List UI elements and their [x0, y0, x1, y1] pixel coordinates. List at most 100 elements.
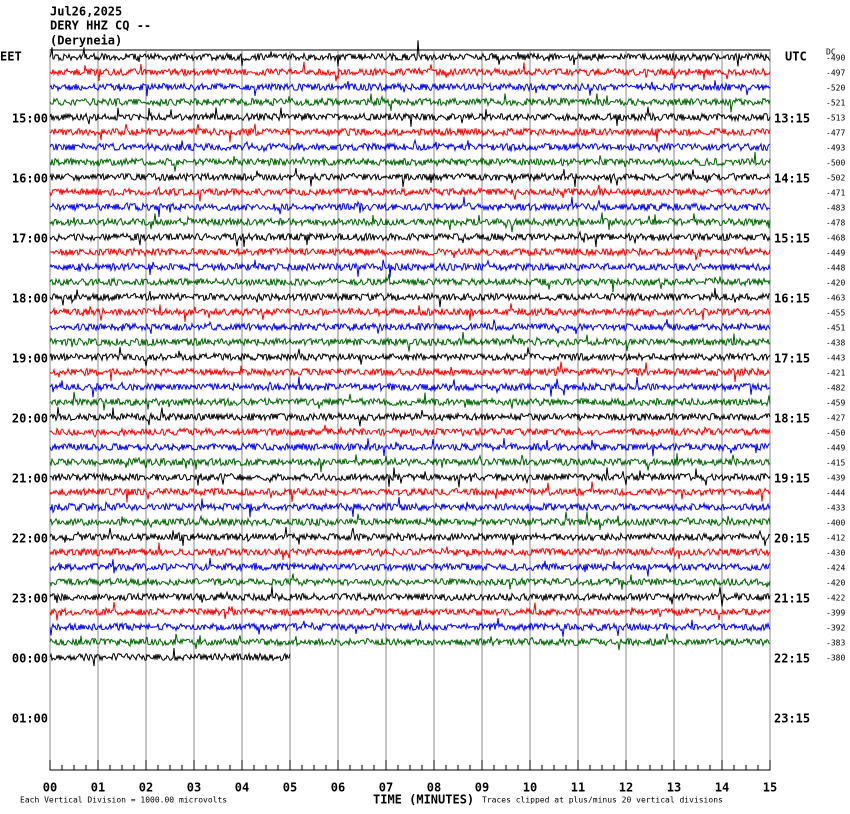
dc-offset: -449: [826, 249, 845, 258]
right-hour: 17:15: [774, 352, 810, 366]
dc-offset: -444: [826, 489, 845, 498]
dc-offset: -422: [826, 594, 845, 603]
dc-offset: -448: [826, 264, 845, 273]
trace: [49, 319, 771, 335]
place: (Deryneia): [50, 34, 122, 48]
trace: [49, 453, 771, 473]
left-hour: 23:00: [12, 592, 48, 606]
dc-offset: -443: [826, 354, 845, 363]
right-hour: 23:15: [774, 712, 810, 726]
left-hour: 00:00: [12, 652, 48, 666]
dc-offset: -433: [826, 504, 845, 513]
trace: [49, 376, 771, 398]
trace: [49, 61, 771, 82]
right-hour: 16:15: [774, 292, 810, 306]
trace: [49, 196, 771, 217]
trace: [49, 184, 771, 202]
dc-offset: -513: [826, 114, 845, 123]
dc-offset: -427: [826, 414, 845, 423]
dc-offset: -451: [826, 324, 845, 333]
dc-offset: -483: [826, 204, 845, 213]
x-tick-label: 13: [667, 781, 681, 795]
dc-offset: -459: [826, 399, 845, 408]
trace: [49, 212, 771, 233]
trace: [49, 601, 771, 621]
left-zone: EET: [0, 50, 22, 64]
x-tick-label: 04: [235, 781, 249, 795]
right-zone: UTC: [785, 50, 807, 64]
right-hour: 14:15: [774, 172, 810, 186]
dc-offset: -412: [826, 534, 845, 543]
trace: [49, 542, 771, 560]
dc-offset: -471: [826, 189, 845, 198]
station: DERY HHZ CQ --: [50, 19, 151, 33]
left-hour: 22:00: [12, 532, 48, 546]
dc-offset: -424: [826, 564, 845, 573]
x-tick-label: 11: [571, 781, 585, 795]
trace: [49, 407, 771, 427]
dc-offset: -478: [826, 219, 845, 228]
trace: [49, 526, 771, 546]
dc-offset: -380: [826, 654, 845, 663]
right-hour: 18:15: [774, 412, 810, 426]
trace: [49, 586, 771, 607]
dc-offset: -420: [826, 279, 845, 288]
dc-offset: -415: [826, 459, 845, 468]
dc-offset: -399: [826, 609, 845, 618]
x-tick-label: 06: [331, 781, 345, 795]
trace: [49, 573, 771, 590]
dc-offset: -430: [826, 549, 845, 558]
right-hour: 19:15: [774, 472, 810, 486]
dc-offset: -521: [826, 99, 845, 108]
trace: [49, 511, 771, 530]
dc-offset: -490: [826, 54, 845, 63]
date: Jul26,2025: [50, 5, 122, 19]
right-hour: 22:15: [774, 652, 810, 666]
plot-frame: [49, 49, 771, 771]
x-tick-label: 10: [523, 781, 537, 795]
x-tick-label: 02: [139, 781, 153, 795]
trace: [49, 123, 771, 143]
trace: [49, 151, 771, 172]
x-tick-label: 12: [619, 781, 633, 795]
dc-offset: -502: [826, 174, 845, 183]
trace: [49, 93, 771, 113]
trace: [49, 303, 771, 323]
left-hour: 20:00: [12, 412, 48, 426]
dc-offset: -463: [826, 294, 845, 303]
clip-note: Traces clipped at plus/minus 20 vertical…: [482, 796, 723, 805]
x-tick-label: 09: [475, 781, 489, 795]
trace: [49, 346, 771, 367]
dc-offset: -400: [826, 519, 845, 528]
left-hour: 16:00: [12, 172, 48, 186]
trace: [49, 40, 771, 67]
dc-offset: -420: [826, 579, 845, 588]
x-tick-label: 14: [715, 781, 729, 795]
right-hour: 13:15: [774, 112, 810, 126]
left-hour: 17:00: [12, 232, 48, 246]
left-hour: 15:00: [12, 112, 48, 126]
dc-offset: -450: [826, 429, 845, 438]
left-hour: 18:00: [12, 292, 48, 306]
trace: [49, 438, 771, 457]
x-tick-label: 00: [43, 781, 57, 795]
trace: [49, 424, 771, 438]
dc-offset: -482: [826, 384, 845, 393]
dc-offset: -449: [826, 444, 845, 453]
trace: [49, 106, 771, 127]
trace: [49, 557, 771, 577]
trace: [49, 230, 771, 248]
dc-offset: -438: [826, 339, 845, 348]
x-tick-label: 01: [91, 781, 105, 795]
trace: [49, 617, 771, 637]
x-tick-label: 07: [379, 781, 393, 795]
right-hour: 21:15: [774, 592, 810, 606]
right-hour: 15:15: [774, 232, 810, 246]
dc-title: DC: [826, 48, 836, 57]
dc-offset: -497: [826, 69, 845, 78]
right-hour: 20:15: [774, 532, 810, 546]
trace: [49, 287, 771, 308]
x-tick-label: 05: [283, 781, 297, 795]
grid: [49, 50, 771, 770]
dc-offset: -421: [826, 369, 845, 378]
